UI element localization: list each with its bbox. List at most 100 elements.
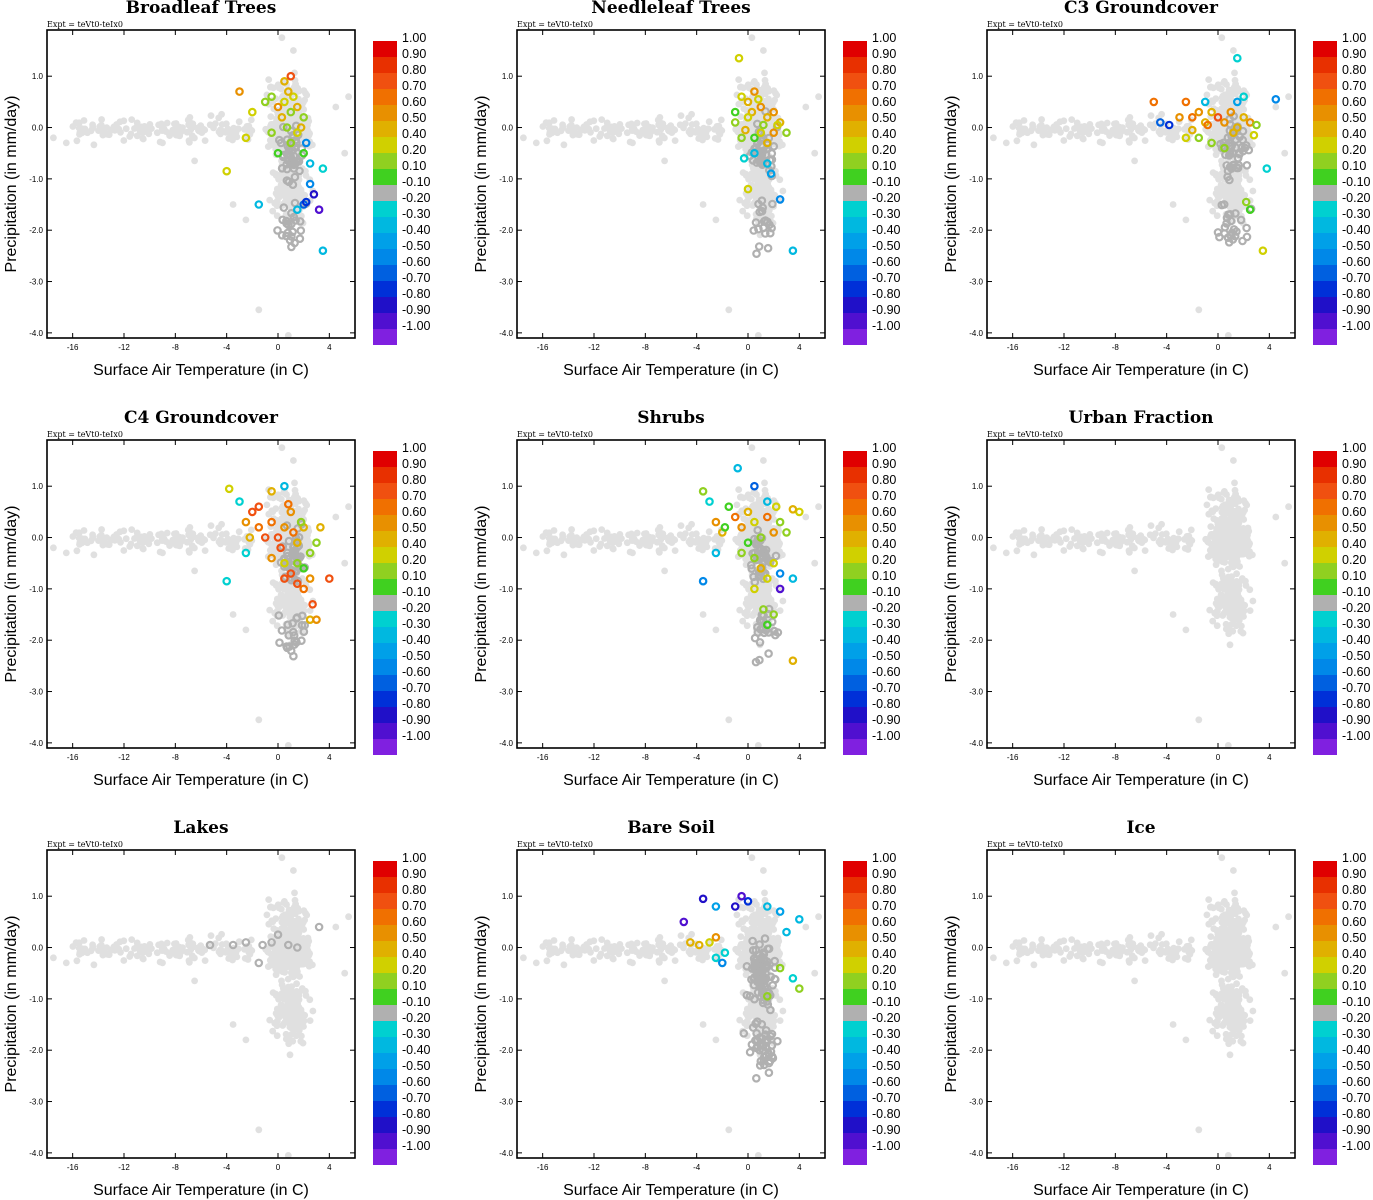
neutral-point: [287, 208, 296, 218]
background-point: [158, 120, 165, 128]
y-tick-label: -1.0: [29, 175, 43, 184]
neutral-point: [282, 164, 292, 174]
background-point: [268, 545, 275, 553]
colorbar-swatch: [843, 41, 867, 57]
colorbar-swatch: [1313, 201, 1337, 217]
background-point: [1024, 129, 1031, 137]
background-point: [206, 531, 214, 539]
data-point: [318, 246, 328, 256]
background-point: [277, 598, 284, 606]
colorbar-label: -1.00: [1342, 319, 1371, 333]
data-point: [241, 133, 251, 143]
background-point: [275, 84, 283, 92]
data-point: [1220, 143, 1229, 153]
colorbar-label: -0.20: [1342, 191, 1371, 205]
colorbar-swatch: [1313, 185, 1337, 201]
colorbar-label: -0.60: [402, 665, 431, 679]
colorbar-swatch: [373, 217, 397, 233]
colorbar-swatch: [1313, 137, 1337, 153]
background-point: [160, 535, 168, 543]
background-point: [717, 116, 725, 124]
background-point: [628, 120, 635, 128]
data-point: [766, 169, 776, 179]
background-point: [263, 501, 271, 509]
x-tick-label: -8: [1112, 343, 1120, 352]
plot-frame: [46, 439, 356, 749]
background-point: [761, 69, 768, 77]
background-point: [191, 157, 199, 165]
colorbar-swatch: [843, 217, 867, 233]
x-tick-label: -4: [223, 343, 231, 352]
background-point: [1211, 125, 1218, 132]
background-point: [96, 123, 104, 131]
data-point: [277, 113, 287, 122]
colorbar-swatch: [1313, 217, 1337, 233]
neutral-point: [290, 172, 300, 182]
colorbar-swatch: [373, 675, 397, 691]
background-point: [290, 47, 297, 54]
data-point: [267, 92, 276, 102]
background-point: [269, 169, 277, 177]
colorbar-swatch: [1313, 169, 1337, 185]
expt-label: Expt = teVt0-teIx0: [47, 430, 123, 439]
neutral-point: [751, 218, 761, 227]
background-point: [345, 503, 352, 511]
background-point: [1217, 106, 1225, 114]
colorbar-swatch: [843, 297, 867, 313]
colorbar-label: 1.00: [402, 441, 426, 455]
background-point: [158, 530, 165, 538]
background-point: [754, 332, 762, 338]
x-tick-label: 0: [276, 343, 281, 352]
background-point: [189, 120, 197, 128]
neutral-point: [278, 122, 288, 132]
y-tick-label: 1.0: [32, 72, 44, 81]
colorbar-swatch: [1313, 57, 1337, 73]
data-point: [280, 558, 289, 568]
background-point: [218, 520, 226, 528]
colorbar-label: -0.30: [402, 617, 431, 631]
expt-label: Expt = teVt0-teIx0: [47, 20, 123, 29]
data-point: [762, 159, 772, 168]
y-tick-label: 0.0: [502, 124, 514, 133]
colorbar-label: 0.20: [1342, 143, 1366, 157]
data-point: [737, 92, 746, 102]
neutral-point: [752, 249, 761, 259]
neutral-point: [274, 611, 284, 620]
background-point: [623, 129, 631, 137]
background-point: [218, 531, 226, 538]
background-point: [655, 137, 663, 145]
colorbar-label: -0.50: [402, 239, 431, 253]
data-point: [734, 53, 744, 63]
background-point: [1131, 157, 1138, 165]
colorbar-swatch: [373, 499, 397, 515]
background-point: [120, 117, 128, 125]
y-tick-label: -3.0: [29, 278, 43, 287]
background-point: [1217, 188, 1224, 196]
neutral-point: [283, 620, 293, 630]
background-point: [99, 130, 107, 138]
background-point: [713, 123, 721, 130]
colorbar-swatch: [373, 233, 397, 249]
colorbar-label: 0.50: [1342, 111, 1366, 125]
background-point: [218, 121, 226, 128]
x-tick-label: -4: [223, 753, 231, 762]
data-point: [273, 533, 283, 542]
colorbar-label: -0.60: [1342, 255, 1371, 269]
background-point: [267, 83, 275, 91]
colorbar-label: -0.80: [402, 287, 431, 301]
data-point: [750, 148, 759, 158]
background-point: [677, 112, 685, 119]
background-point: [688, 110, 695, 118]
background-point: [1215, 84, 1223, 92]
colorbar-label: -0.70: [1342, 271, 1371, 285]
colorbar-label: 0.70: [402, 79, 426, 93]
colorbar-label: 1.00: [872, 31, 896, 45]
background-point: [298, 189, 305, 197]
colorbar-label: 0.90: [402, 457, 426, 471]
background-point: [1219, 183, 1226, 190]
colorbar-label: -0.20: [872, 191, 901, 205]
background-point: [206, 121, 214, 129]
background-point: [603, 132, 611, 140]
background-point: [243, 123, 251, 130]
data-point: [753, 95, 763, 104]
